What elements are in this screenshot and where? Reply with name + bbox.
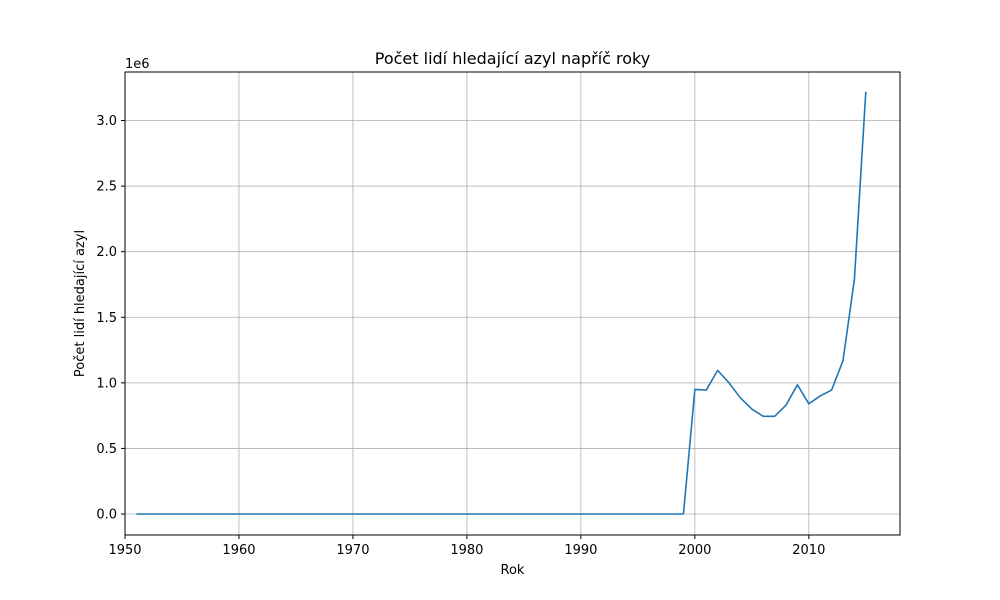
y-axis: 0.0 0.5 1.0 1.5 2.0 2.5 3.0 [96, 114, 125, 523]
y-tick-label: 0.5 [96, 442, 117, 457]
y-tick-label: 1.5 [96, 311, 117, 326]
y-tick-label: 1.0 [96, 376, 117, 391]
y-tick-label: 0.0 [96, 508, 117, 523]
grid [124, 72, 900, 535]
y-tick-label: 2.0 [96, 245, 117, 260]
y-axis-offset-label: 1e6 [125, 57, 150, 72]
x-axis: 1950 1960 1970 1980 1990 2000 2010 [108, 535, 825, 558]
x-tick-label: 2000 [678, 543, 711, 558]
x-tick-label: 1990 [564, 543, 597, 558]
line-layer [136, 91, 867, 515]
y-axis-label: Počet lidí hledající azyl [73, 230, 88, 377]
x-axis-label: Rok [501, 563, 525, 578]
y-tick-label: 2.5 [96, 180, 117, 195]
series-line [136, 91, 867, 515]
x-tick-label: 2010 [792, 543, 825, 558]
x-tick-label: 1950 [108, 543, 141, 558]
chart-title: Počet lidí hledající azyl napříč roky [375, 49, 650, 68]
plot-frame [124, 71, 901, 536]
x-tick-label: 1980 [450, 543, 483, 558]
x-tick-label: 1970 [336, 543, 369, 558]
y-tick-label: 3.0 [96, 114, 117, 129]
x-tick-label: 1960 [222, 543, 255, 558]
